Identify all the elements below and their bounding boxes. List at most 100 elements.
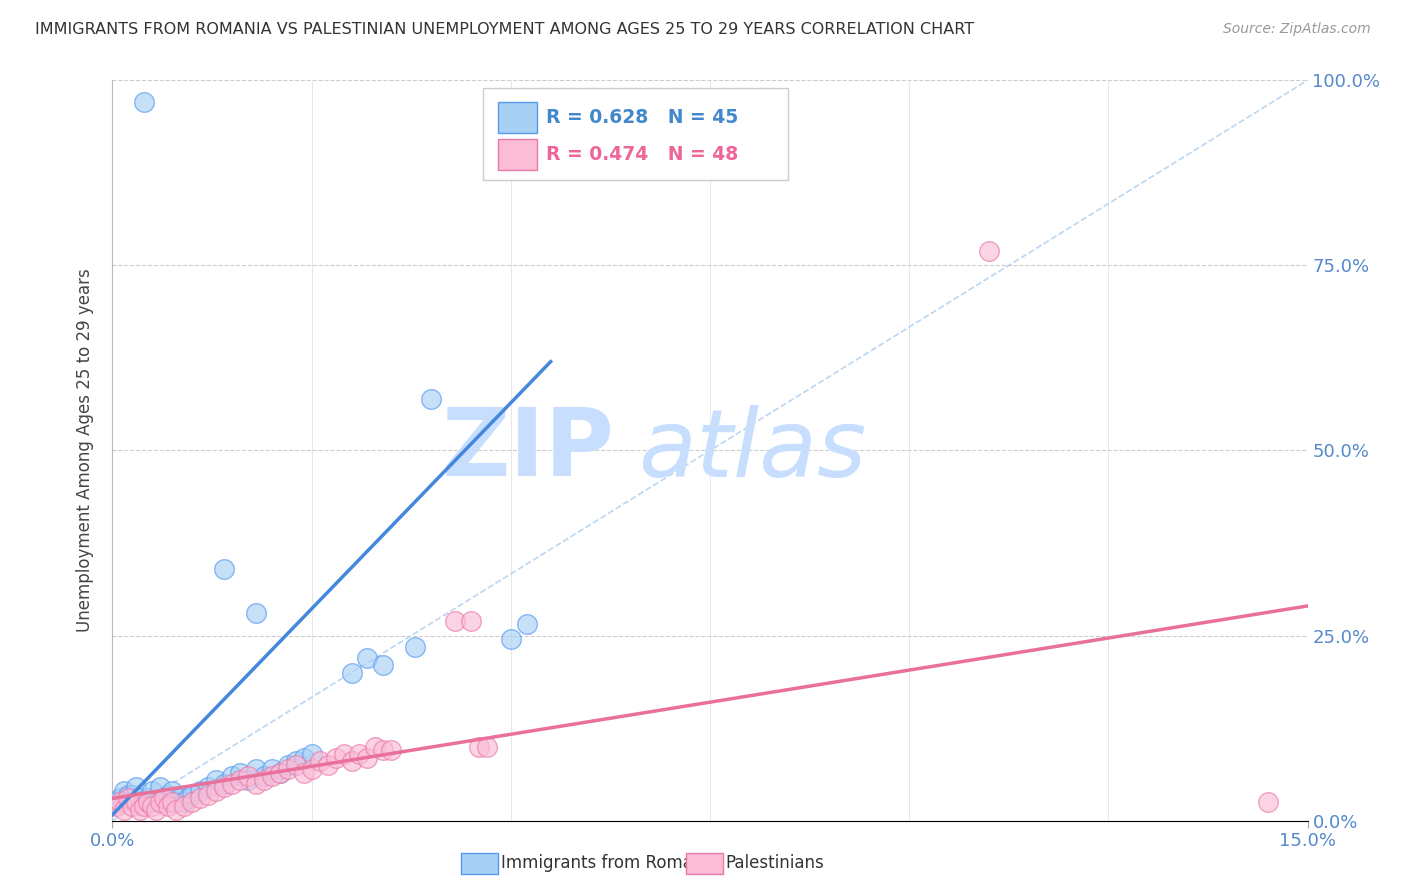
Point — [444, 614, 467, 628]
Point — [420, 392, 443, 406]
Point — [134, 95, 156, 110]
Point — [301, 762, 323, 776]
Point — [253, 772, 276, 787]
Point — [325, 750, 347, 764]
Point — [364, 739, 387, 754]
Point — [380, 743, 402, 757]
Point — [269, 765, 291, 780]
FancyBboxPatch shape — [484, 87, 787, 180]
Point — [499, 632, 522, 647]
Point — [356, 750, 378, 764]
Point — [221, 776, 243, 791]
Point — [212, 562, 235, 576]
Y-axis label: Unemployment Among Ages 25 to 29 years: Unemployment Among Ages 25 to 29 years — [76, 268, 94, 632]
Point — [145, 803, 167, 817]
Point — [516, 617, 538, 632]
Point — [277, 758, 299, 772]
Point — [260, 762, 283, 776]
Point — [1257, 795, 1279, 809]
Point — [260, 769, 283, 783]
Point — [149, 795, 172, 809]
Point — [245, 762, 267, 776]
Point — [138, 795, 160, 809]
Point — [165, 795, 187, 809]
Point — [141, 784, 163, 798]
Point — [308, 755, 330, 769]
Text: ZIP: ZIP — [441, 404, 614, 497]
Point — [460, 614, 482, 628]
Point — [153, 791, 176, 805]
Point — [162, 784, 183, 798]
Point — [404, 640, 426, 654]
Point — [253, 769, 276, 783]
Point — [197, 788, 219, 802]
Point — [141, 798, 163, 813]
Point — [188, 791, 211, 805]
Text: Source: ZipAtlas.com: Source: ZipAtlas.com — [1223, 22, 1371, 37]
Point — [236, 769, 259, 783]
Point — [212, 780, 235, 795]
Point — [292, 765, 315, 780]
Point — [977, 244, 1000, 258]
Point — [468, 739, 491, 754]
Point — [205, 772, 228, 787]
Point — [177, 791, 200, 805]
Point — [277, 762, 299, 776]
Point — [105, 795, 128, 809]
Point — [292, 750, 315, 764]
Point — [125, 780, 148, 795]
Point — [340, 665, 363, 680]
Point — [173, 798, 195, 813]
Point — [197, 780, 219, 795]
Point — [157, 798, 180, 813]
Point — [162, 795, 183, 809]
Point — [356, 650, 378, 665]
Point — [157, 788, 180, 802]
Point — [165, 803, 187, 817]
Point — [188, 784, 211, 798]
Point — [475, 739, 498, 754]
Point — [125, 795, 148, 809]
Text: Palestinians: Palestinians — [725, 855, 824, 872]
Point — [181, 795, 204, 809]
Point — [114, 803, 135, 817]
Point — [340, 755, 363, 769]
Point — [245, 776, 267, 791]
Point — [284, 758, 307, 772]
Point — [269, 765, 291, 780]
Text: R = 0.628   N = 45: R = 0.628 N = 45 — [547, 108, 738, 127]
Point — [121, 788, 143, 802]
Text: atlas: atlas — [638, 405, 866, 496]
Point — [145, 795, 167, 809]
Point — [284, 755, 307, 769]
Point — [373, 743, 395, 757]
FancyBboxPatch shape — [499, 139, 537, 169]
Point — [105, 798, 128, 813]
Point — [245, 607, 267, 621]
Point — [117, 791, 139, 805]
Text: Immigrants from Romania: Immigrants from Romania — [501, 855, 717, 872]
Point — [117, 788, 139, 802]
Point — [316, 758, 339, 772]
Point — [221, 769, 243, 783]
Point — [332, 747, 354, 761]
Point — [138, 791, 160, 805]
Point — [149, 780, 172, 795]
Text: R = 0.474   N = 48: R = 0.474 N = 48 — [547, 145, 738, 164]
Point — [153, 791, 176, 805]
Point — [110, 795, 132, 809]
Point — [229, 765, 252, 780]
Point — [169, 791, 191, 805]
Point — [134, 798, 156, 813]
Point — [181, 788, 204, 802]
Point — [121, 798, 143, 813]
Point — [134, 795, 156, 809]
Point — [129, 803, 152, 817]
Point — [205, 784, 228, 798]
Point — [349, 747, 371, 761]
Point — [373, 658, 395, 673]
Point — [236, 772, 259, 787]
Point — [301, 747, 323, 761]
Point — [229, 772, 252, 787]
Point — [110, 791, 132, 805]
